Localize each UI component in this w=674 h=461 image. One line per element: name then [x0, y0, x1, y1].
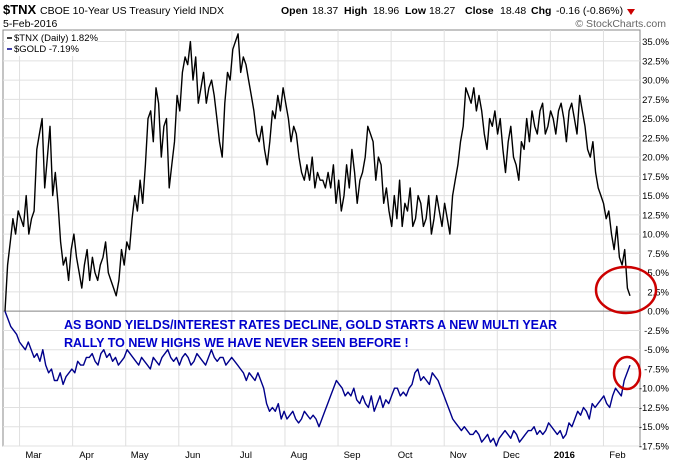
y-tick-label: -2.5% — [644, 326, 669, 337]
legend: $TNX (Daily) 1.82% $GOLD -7.19% — [5, 32, 98, 56]
y-tick-label: 5.0% — [647, 268, 669, 279]
close-value: 18.48 — [500, 5, 526, 17]
open-label: Open — [281, 5, 308, 17]
y-tick-label: -5.0% — [644, 345, 669, 356]
y-tick-label: -17.5% — [639, 442, 670, 453]
highlight-circle-tnx — [594, 265, 658, 315]
y-tick-label: 35.0% — [642, 37, 669, 48]
brand-label: © StockCharts.com — [575, 18, 666, 30]
open-value: 18.37 — [312, 5, 338, 17]
down-triangle-icon — [627, 9, 635, 15]
y-tick-label: 22.5% — [642, 133, 669, 144]
series-layer — [4, 33, 631, 447]
y-tick-label: -7.5% — [644, 364, 669, 375]
close-label: Close — [465, 5, 494, 17]
low-label: Low — [405, 5, 427, 17]
x-tick-label: Oct — [398, 450, 413, 461]
quote-bar: Open 18.37 High 18.96 Low 18.27 Close 18… — [281, 5, 635, 17]
x-tick-label: Apr — [79, 450, 94, 461]
y-tick-label: 2.5% — [647, 287, 669, 298]
x-tick-label: Sep — [344, 450, 361, 461]
x-tick-label: Nov — [450, 450, 467, 461]
high-label: High — [344, 5, 367, 17]
highlight-circle-gold — [612, 355, 642, 391]
date-label: 5-Feb-2016 — [3, 18, 57, 30]
y-tick-label: 12.5% — [642, 210, 669, 221]
grid — [3, 30, 640, 447]
x-tick-label: Feb — [609, 450, 625, 461]
y-tick-label: 32.5% — [642, 56, 669, 67]
legend-label-gold: $GOLD -7.19% — [14, 44, 79, 55]
legend-box — [5, 32, 97, 56]
y-tick-label: -15.0% — [639, 422, 670, 433]
y-tick-label: 17.5% — [642, 172, 669, 183]
y-tick-label: 30.0% — [642, 76, 669, 87]
instrument-name: CBOE 10-Year US Treasury Yield INDX — [40, 5, 224, 17]
y-tick-label: 20.0% — [642, 153, 669, 164]
y-tick-label: -10.0% — [639, 384, 670, 395]
x-tick-label: Mar — [25, 450, 41, 461]
chg-label: Chg — [531, 5, 551, 17]
chg-value: -0.16 (-0.86%) — [556, 5, 623, 17]
x-tick-label: 2016 — [554, 450, 575, 461]
legend-label-tnx: $TNX (Daily) 1.82% — [14, 33, 98, 44]
y-axis-ticks: 35.0% 32.5% 30.0% 27.5% 25.0% 22.5% 20.0% 17.5%… — [639, 37, 670, 452]
x-tick-label: May — [131, 450, 149, 461]
high-value: 18.96 — [373, 5, 399, 17]
y-tick-label: 15.0% — [642, 191, 669, 202]
annotation-line-1: AS BOND YIELDS/INTEREST RATES DECLINE, G… — [64, 318, 557, 332]
y-tick-label: 0.0% — [647, 307, 669, 318]
y-tick-label: 27.5% — [642, 95, 669, 106]
series-line-tnx — [4, 33, 631, 312]
x-axis-ticks: Mar Apr May Jun Jul Aug Sep Oct Nov Dec 2016 Feb — [25, 450, 625, 461]
annotation-line-2: RALLY TO NEW HIGHS WE HAVE NEVER SEEN BE… — [64, 336, 409, 350]
x-tick-label: Jul — [240, 450, 252, 461]
x-tick-label: Jun — [185, 450, 200, 461]
low-value: 18.27 — [429, 5, 455, 17]
x-tick-label: Dec — [503, 450, 520, 461]
plot-frame — [2, 29, 641, 447]
y-tick-label: 7.5% — [647, 249, 669, 260]
y-tick-label: 10.0% — [642, 230, 669, 241]
y-tick-label: 25.0% — [642, 114, 669, 125]
y-tick-label: -12.5% — [639, 403, 670, 414]
series-line-gold — [4, 310, 631, 447]
symbol-label: $TNX — [3, 2, 37, 17]
x-tick-label: Aug — [291, 450, 308, 461]
